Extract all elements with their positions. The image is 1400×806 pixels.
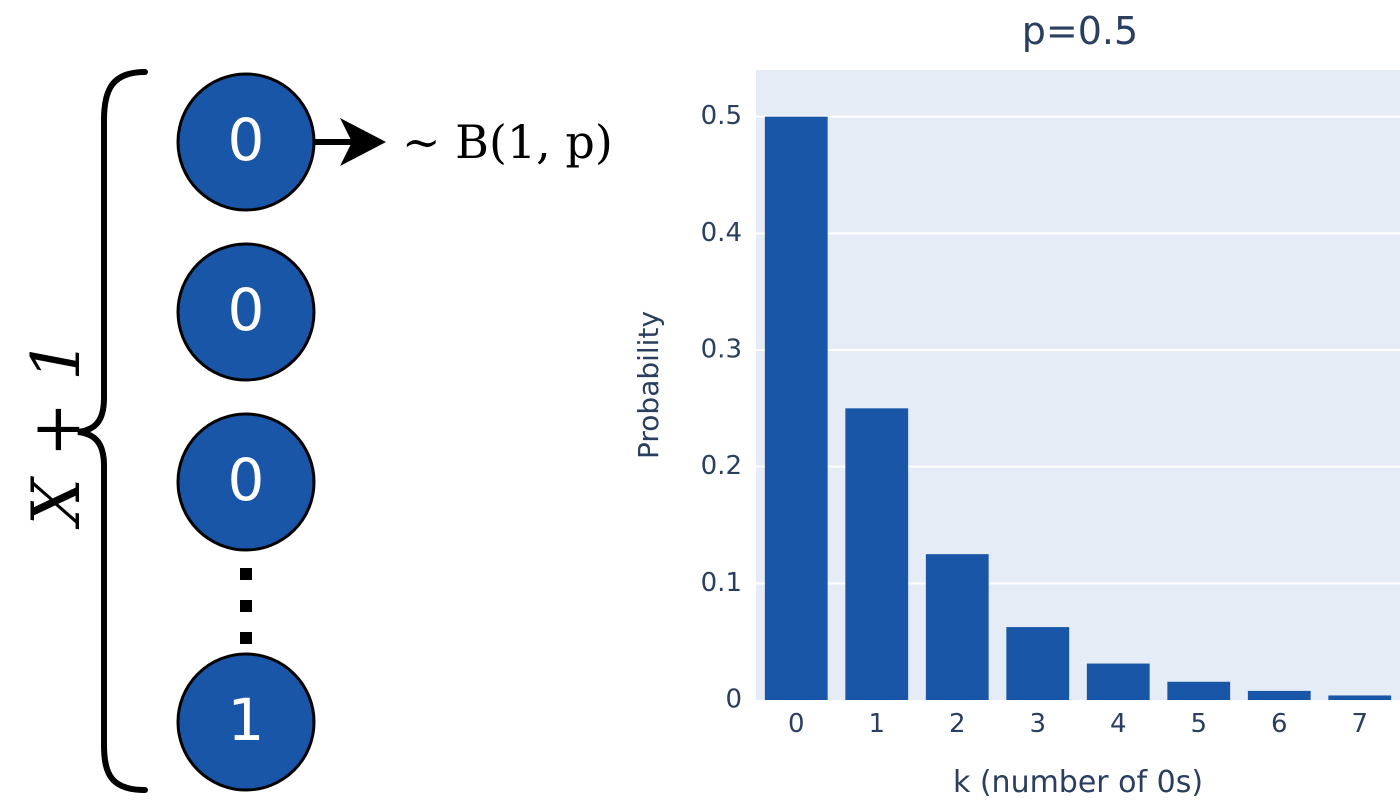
bar-1 <box>845 408 909 700</box>
node-circle <box>176 652 316 792</box>
bar-7 <box>1328 695 1392 700</box>
bar-6 <box>1247 690 1311 700</box>
chart-title: p=0.5 <box>1022 9 1138 53</box>
y-tick-label: 0.4 <box>701 218 742 248</box>
node-value: 0 <box>228 446 265 514</box>
bar-3 <box>1006 627 1070 700</box>
bar-2 <box>925 554 989 700</box>
y-tick-label: 0 <box>725 685 742 715</box>
node-circle <box>176 412 316 552</box>
x-tick-labels: 0 1 2 3 4 5 6 7 <box>788 709 1368 739</box>
bar-5 <box>1167 681 1231 700</box>
y-tick-label: 0.5 <box>701 101 742 131</box>
y-axis-label: Probability <box>632 311 665 459</box>
brace-label: X + 1 <box>18 339 95 530</box>
bar-0 <box>764 116 828 700</box>
x-tick-label: 7 <box>1351 709 1368 739</box>
curly-brace <box>77 69 148 793</box>
x-tick-label: 6 <box>1271 709 1288 739</box>
ellipsis-dots <box>240 568 252 644</box>
x-tick-label: 2 <box>949 709 966 739</box>
bernoulli-diagram: X + 1 0 0 0 1 ∼ B(1, p) <box>18 69 613 793</box>
node-4: 1 <box>176 652 316 792</box>
arrow-head-icon <box>340 118 386 166</box>
arrow <box>314 118 386 166</box>
node-3: 0 <box>176 412 316 552</box>
node-1: 0 <box>176 72 316 212</box>
node-value: 0 <box>228 276 265 344</box>
x-tick-label: 0 <box>788 709 805 739</box>
y-tick-label: 0.3 <box>701 335 742 365</box>
node-value: 0 <box>228 106 265 174</box>
bar-4 <box>1086 663 1150 700</box>
y-tick-label: 0.1 <box>701 568 742 598</box>
x-tick-label: 5 <box>1190 709 1207 739</box>
node-circle <box>176 242 316 382</box>
x-tick-label: 4 <box>1110 709 1127 739</box>
x-tick-label: 3 <box>1029 709 1046 739</box>
x-tick-label: 1 <box>868 709 885 739</box>
probability-chart: p=0.5 0 0.1 0.2 0.3 0.4 0.5 0 1 2 3 4 5 6 7 Probabil… <box>632 9 1400 800</box>
node-value: 1 <box>228 686 265 754</box>
bars <box>764 116 1392 700</box>
x-axis-label: k (number of 0s) <box>953 765 1203 800</box>
y-tick-label: 0.2 <box>701 451 742 481</box>
arrow-label: ∼ B(1, p) <box>402 115 613 169</box>
node-2: 0 <box>176 242 316 382</box>
y-tick-labels: 0 0.1 0.2 0.3 0.4 0.5 <box>701 101 742 714</box>
